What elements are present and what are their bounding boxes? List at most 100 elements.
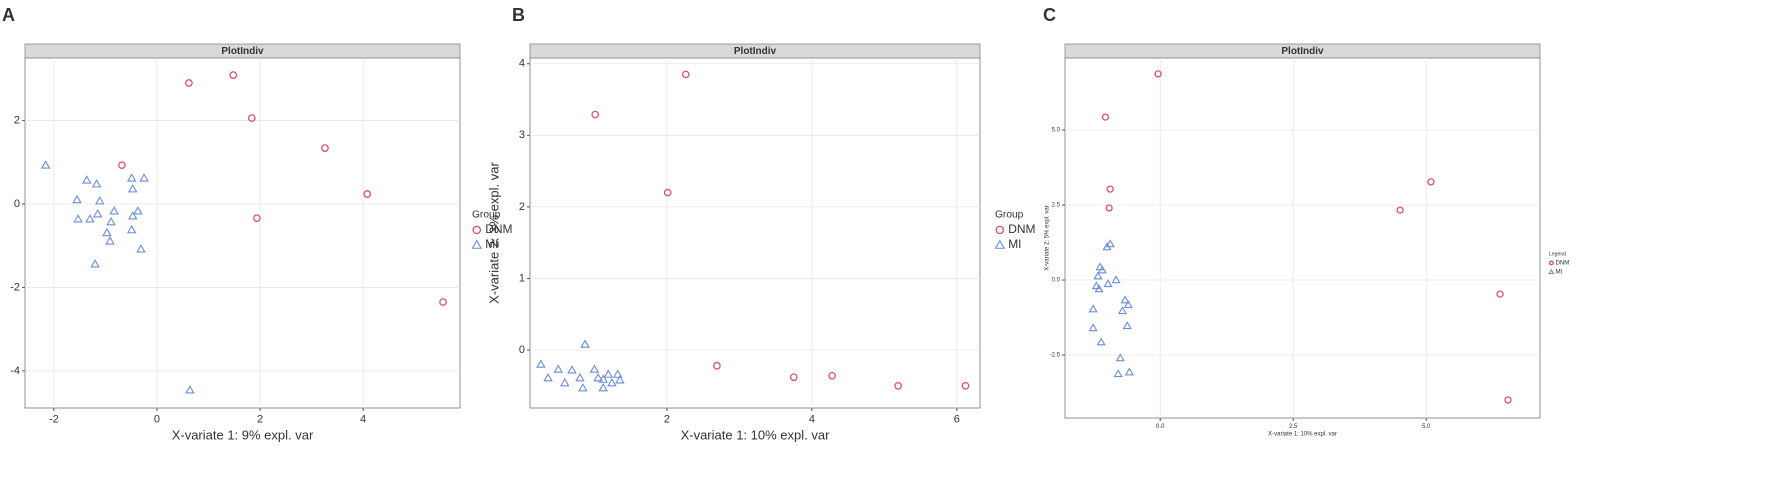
strip-title: PlotIndiv: [1281, 46, 1324, 57]
point: [894, 381, 902, 390]
strip: [1064, 43, 1541, 59]
legend-title: Legend: [1549, 251, 1566, 257]
point: [1115, 353, 1125, 362]
point: [126, 173, 137, 182]
point: [589, 364, 600, 373]
point: [1093, 271, 1103, 280]
x-tick-label: 0.0: [1156, 424, 1165, 430]
point: [106, 216, 116, 226]
strip: [529, 43, 981, 59]
point: [663, 188, 672, 197]
point: [127, 184, 138, 193]
legend-marker: [472, 225, 482, 235]
legend-label: DNM: [1008, 222, 1035, 236]
y-tick-label: 3: [519, 129, 525, 141]
point: [1094, 284, 1104, 293]
point: [578, 383, 588, 392]
y-tick-label: 4: [519, 58, 525, 70]
y-axis-label: X-variate 2: 5% expl. var: [1045, 205, 1051, 270]
strip-title: PlotIndiv: [221, 46, 264, 57]
x-tick-label: 2: [257, 414, 263, 426]
y-tick-label: 2: [14, 114, 20, 126]
legend-marker: [1548, 260, 1554, 266]
point: [575, 372, 585, 382]
point: [1496, 290, 1504, 298]
point: [713, 361, 721, 370]
panel-label: B: [512, 5, 525, 25]
strip: [24, 43, 461, 59]
point: [229, 71, 238, 79]
point: [1113, 369, 1123, 378]
point: [593, 372, 603, 382]
point: [105, 236, 115, 245]
x-tick-label: 2: [664, 414, 670, 426]
point: [1088, 323, 1098, 332]
y-tick-label: 5.0: [1052, 128, 1061, 134]
point: [1103, 279, 1113, 288]
point: [363, 190, 372, 198]
point: [1105, 204, 1113, 212]
point: [1102, 242, 1112, 251]
x-tick-label: 4: [809, 414, 815, 426]
point: [1122, 321, 1132, 330]
point: [321, 144, 329, 152]
point: [1106, 185, 1114, 193]
point: [118, 161, 126, 170]
point: [94, 196, 105, 205]
x-tick-label: -2: [49, 414, 59, 426]
point: [1396, 206, 1404, 214]
point: [603, 369, 614, 378]
x-tick-label: 6: [954, 414, 960, 426]
point: [961, 381, 970, 390]
point: [543, 372, 553, 382]
point: [185, 79, 193, 87]
x-tick-label: 4: [360, 414, 366, 426]
point: [109, 206, 119, 215]
point: [136, 244, 146, 253]
point: [615, 375, 625, 384]
point: [591, 110, 600, 119]
y-axis-label: X-variate 2: 3% expl. var: [486, 162, 501, 304]
point: [85, 214, 95, 223]
point: [1096, 337, 1106, 346]
point: [580, 339, 590, 348]
point: [82, 175, 92, 184]
point: [139, 173, 149, 182]
point: [553, 364, 564, 373]
point: [185, 385, 195, 394]
y-tick-label: 2: [519, 201, 525, 213]
point: [1091, 281, 1101, 290]
point: [1124, 367, 1134, 376]
legend-title: Group: [472, 210, 501, 221]
legend-label: DNM: [1556, 261, 1570, 267]
point: [828, 371, 837, 380]
y-tick-label: -2.5: [1050, 353, 1061, 359]
point: [72, 194, 82, 204]
point: [73, 214, 83, 223]
point: [247, 114, 256, 122]
point: [1120, 295, 1130, 304]
y-tick-label: -4: [10, 365, 20, 377]
point: [612, 369, 623, 378]
point: [607, 378, 617, 387]
strip-title: PlotIndiv: [734, 46, 777, 57]
point: [1088, 304, 1098, 313]
point: [92, 209, 103, 218]
point: [1097, 265, 1107, 274]
x-tick-label: 5.0: [1422, 424, 1431, 430]
legend-label: MI: [485, 237, 498, 251]
point: [567, 365, 577, 374]
y-tick-label: 2.5: [1052, 203, 1061, 209]
legend-label: DNM: [485, 222, 512, 236]
point: [598, 383, 608, 392]
point: [1427, 178, 1435, 186]
point: [1111, 275, 1121, 284]
point: [1123, 300, 1133, 309]
legend-marker: [995, 225, 1005, 235]
point: [1504, 396, 1512, 404]
point: [102, 227, 112, 237]
point: [126, 224, 137, 234]
point: [133, 206, 143, 215]
panel-label: C: [1043, 5, 1056, 25]
